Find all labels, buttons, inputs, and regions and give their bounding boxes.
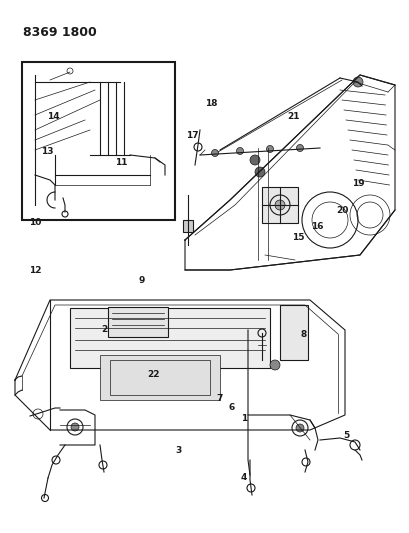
Circle shape: [71, 423, 79, 431]
Bar: [279, 305, 307, 360]
Text: 18: 18: [204, 100, 217, 108]
Bar: [100, 355, 220, 400]
Text: 15: 15: [292, 233, 304, 241]
Text: 21: 21: [286, 112, 299, 120]
Text: 12: 12: [29, 266, 41, 275]
Text: 20: 20: [335, 206, 348, 215]
Text: 7: 7: [216, 394, 222, 403]
Text: 8369 1800: 8369 1800: [22, 26, 96, 38]
Text: 4: 4: [240, 473, 247, 481]
Text: 6: 6: [228, 403, 234, 412]
Text: 8: 8: [299, 330, 306, 339]
Circle shape: [352, 77, 362, 87]
Circle shape: [249, 155, 259, 165]
Text: 11: 11: [115, 158, 127, 167]
Bar: [70, 308, 270, 368]
Text: 3: 3: [175, 446, 181, 455]
Bar: [108, 307, 168, 337]
Circle shape: [295, 424, 303, 432]
Bar: [182, 220, 193, 232]
Circle shape: [211, 149, 218, 157]
Text: 16: 16: [311, 222, 323, 231]
Text: 22: 22: [147, 370, 160, 379]
Text: 5: 5: [342, 432, 349, 440]
Circle shape: [274, 200, 284, 210]
Circle shape: [266, 146, 273, 152]
Text: 14: 14: [47, 112, 59, 120]
Bar: [110, 360, 209, 395]
Text: 9: 9: [138, 277, 144, 285]
Circle shape: [270, 360, 279, 370]
Circle shape: [254, 167, 264, 177]
Text: 13: 13: [41, 148, 53, 156]
Circle shape: [236, 148, 243, 155]
Text: 19: 19: [352, 180, 364, 188]
Text: 2: 2: [101, 325, 108, 334]
Text: 17: 17: [185, 132, 198, 140]
Circle shape: [296, 144, 303, 151]
Bar: [22, 62, 175, 220]
Bar: [261, 187, 297, 223]
Text: 1: 1: [240, 414, 247, 423]
Text: 10: 10: [29, 219, 41, 227]
